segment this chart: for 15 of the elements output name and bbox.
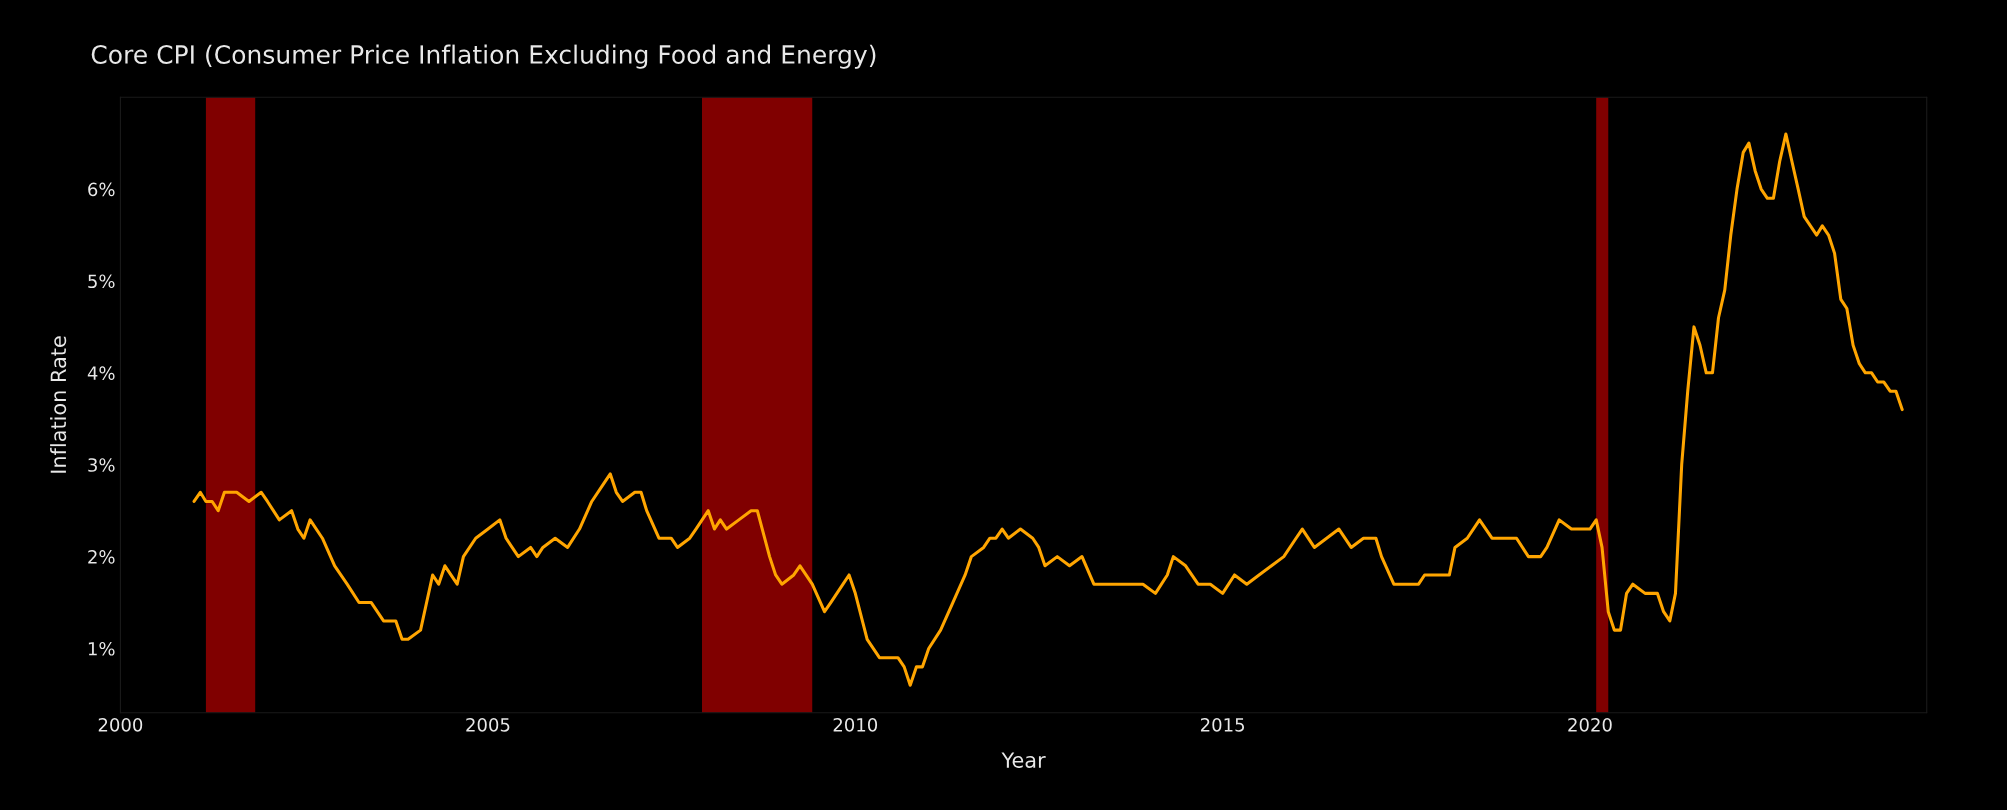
y-tick-label: 2% — [88, 550, 115, 564]
y-tick-label: 3% — [88, 458, 115, 472]
x-tick-label: 2020 — [1568, 717, 1612, 732]
x-axis-title: Year — [1001, 752, 1046, 768]
y-axis-title: Inflation Rate — [50, 336, 67, 473]
line-series — [192, 132, 1904, 687]
x-tick-label: 2005 — [466, 717, 510, 732]
x-tick-label: 2000 — [98, 717, 143, 732]
x-tick-label: 2010 — [833, 717, 878, 732]
y-tick-label: 6% — [88, 182, 115, 197]
chart-title: Core CPI (Consumer Price Inflation Excluding Food and Energy) — [91, 44, 876, 69]
y-tick-label: 5% — [88, 274, 115, 289]
x-tick-label: 2015 — [1200, 717, 1245, 732]
y-tick-label: 1% — [88, 641, 115, 656]
y-tick-label: 4% — [87, 366, 115, 380]
